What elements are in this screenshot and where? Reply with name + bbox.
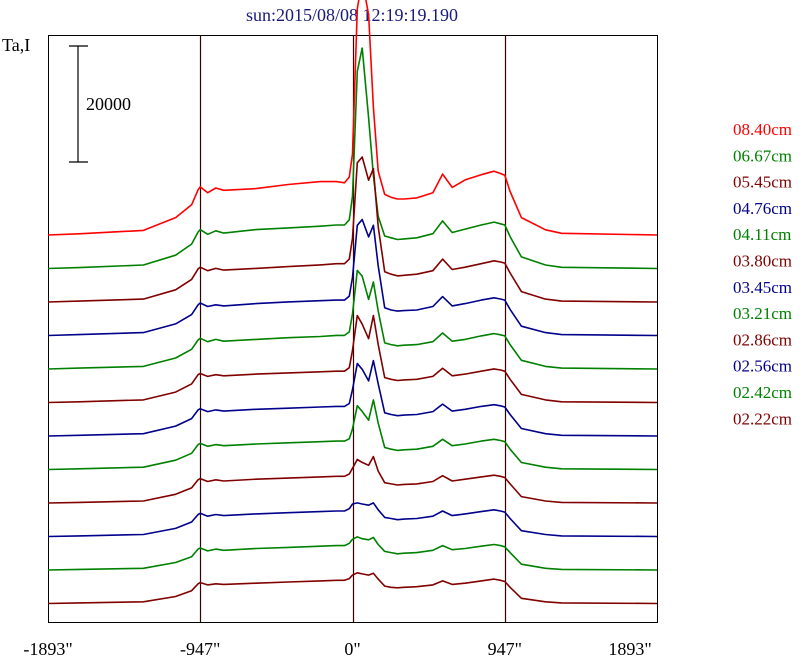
- x-tick-label-2: 0": [344, 639, 360, 659]
- legend-item-02.42cm: 02.42cm: [733, 383, 792, 402]
- series-line-02.42cm: [47, 536, 658, 571]
- legend: 08.40cm 06.67cm 05.45cm 04.76cm 04.11cm 03.80…: [733, 120, 792, 428]
- chart-title: sun:2015/08/08 12:19:19.190: [246, 5, 458, 25]
- legend-item-08.40cm: 08.40cm: [733, 120, 792, 139]
- series-line-05.45cm: [47, 156, 658, 303]
- series-line-02.56cm: [47, 502, 658, 538]
- x-tick-labels: -1893" -947" 0" 947" 1893": [23, 639, 651, 659]
- series-line-08.40cm: [47, 0, 658, 236]
- legend-item-04.11cm: 04.11cm: [733, 225, 791, 244]
- legend-item-02.22cm: 02.22cm: [733, 409, 792, 428]
- series-line-02.86cm: [47, 455, 658, 504]
- x-tick-label-1: -947": [180, 639, 220, 659]
- series-line-03.21cm: [47, 399, 658, 471]
- series-line-06.67cm: [47, 47, 658, 270]
- x-tick-label-0: -1893": [23, 639, 72, 659]
- legend-item-03.80cm: 03.80cm: [733, 252, 792, 271]
- legend-item-05.45cm: 05.45cm: [733, 173, 792, 192]
- legend-item-06.67cm: 06.67cm: [733, 146, 792, 165]
- legend-item-02.56cm: 02.56cm: [733, 357, 792, 376]
- series-line-03.45cm: [47, 359, 658, 437]
- legend-item-03.45cm: 03.45cm: [733, 278, 792, 297]
- series-group: [47, 0, 658, 605]
- scale-bar-label: 20000: [86, 94, 131, 114]
- series-line-04.11cm: [47, 269, 658, 370]
- series-line-02.22cm: [47, 571, 658, 605]
- legend-item-03.21cm: 03.21cm: [733, 304, 792, 323]
- series-line-04.76cm: [47, 218, 658, 337]
- legend-item-02.86cm: 02.86cm: [733, 330, 792, 349]
- scale-bar: 20000: [69, 45, 131, 163]
- legend-item-04.76cm: 04.76cm: [733, 199, 792, 218]
- x-tick-label-3: 947": [488, 639, 522, 659]
- series-line-03.80cm: [47, 314, 658, 404]
- x-tick-label-4: 1893": [608, 639, 651, 659]
- y-axis-label: Ta,I: [2, 35, 30, 55]
